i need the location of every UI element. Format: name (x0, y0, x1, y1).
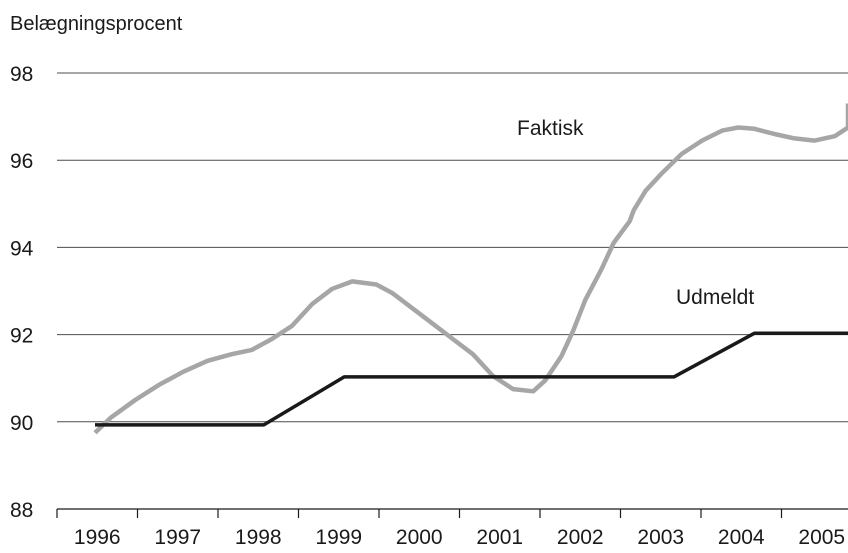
x-tick-label: 1999 (315, 526, 362, 549)
y-axis-ticks: 98 96 94 92 90 88 (10, 63, 34, 522)
x-tick-label: 2001 (476, 526, 523, 549)
series-lines (93, 103, 848, 435)
y-tick-label: 88 (10, 499, 33, 522)
y-tick-label: 92 (10, 325, 33, 348)
y-tick-label: 98 (10, 63, 33, 86)
y-tick-label: 94 (10, 237, 34, 260)
y-tick-label: 96 (10, 150, 33, 173)
x-tick-label: 2002 (557, 526, 604, 549)
x-tick-label: 2005 (798, 526, 845, 549)
series-line-faktisk (93, 103, 848, 435)
x-tick-label: 2004 (718, 526, 765, 549)
x-tick-label: 1996 (74, 526, 121, 549)
x-tick-label: 1997 (154, 526, 201, 549)
series-label-udmeldt: Udmeldt (676, 286, 754, 309)
y-tick-label: 90 (10, 412, 33, 435)
x-tick-label: 2000 (396, 526, 443, 549)
gridlines (57, 72, 848, 423)
x-tick-label: 1998 (235, 526, 282, 549)
x-axis: 1996 1997 1998 1999 2000 2001 2002 2003 2004 2005 (56, 508, 848, 549)
x-tick-label: 2003 (637, 526, 684, 549)
series-label-faktisk: Faktisk (517, 117, 584, 140)
y-axis-title: Belægningsprocent (10, 13, 183, 35)
series-line-udmeldt (95, 331, 848, 427)
